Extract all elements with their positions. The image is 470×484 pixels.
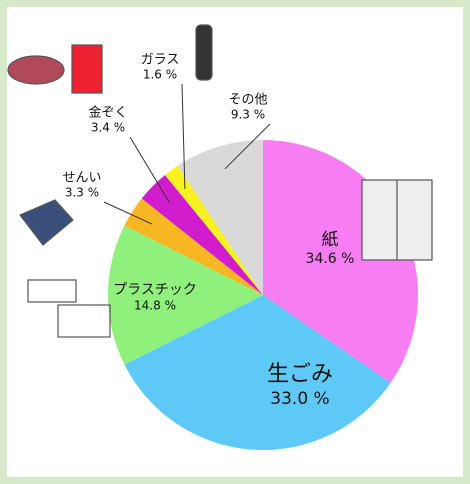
bottle-icon [195,24,213,81]
value-label: 3.4 % [91,121,125,135]
category-label: プラスチック [113,282,197,298]
leader-line [129,136,170,203]
leader-line [224,123,271,170]
cloth-icon [19,199,74,246]
value-label: 3.3 % [65,186,99,200]
category-label: 紙 [322,230,339,250]
category-label: ガラス [141,53,180,68]
leader-line [181,83,186,189]
can-icon [71,44,103,94]
category-label: 生ごみ [267,362,333,387]
icons [7,24,433,338]
category-label: その他 [228,93,267,108]
category-label: せんい [62,171,101,186]
pie-slice [177,140,263,295]
pie-slice [108,225,264,365]
tray-icon [57,304,111,338]
value-label: 33.0 % [270,389,329,409]
tray-icon [27,279,77,303]
value-label: 1.6 % [143,68,177,82]
category-label: 金ぞく [88,105,127,121]
pie-slice [141,174,263,295]
leader-line [103,201,153,225]
value-label: 34.6 % [306,251,355,267]
value-label: 9.3 % [231,108,265,122]
pie [108,140,418,451]
value-label: 14.8 % [134,299,176,313]
pie-slice [164,165,263,295]
pie-slice [124,295,391,451]
can-icon [7,55,65,85]
pie-slice [124,198,263,295]
